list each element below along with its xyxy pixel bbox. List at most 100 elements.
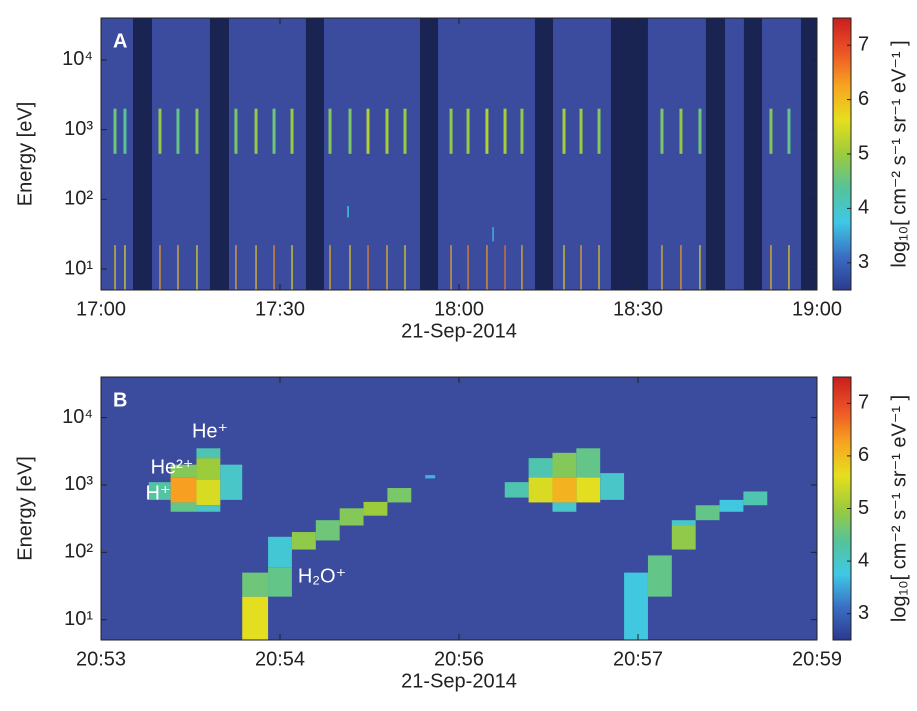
heatmap-cell — [671, 520, 696, 526]
heatmap-cell — [273, 245, 275, 290]
heatmap-cell — [485, 108, 489, 154]
y-axis-label: Energy [eV] — [14, 456, 36, 561]
colorbar-tick-label: 4 — [858, 197, 869, 219]
colorbar-tick-label: 4 — [858, 549, 869, 571]
heatmap-cell — [349, 245, 351, 290]
heatmap-cell — [576, 477, 601, 503]
x-axis-label: 21-Sep-2014 — [401, 320, 517, 342]
x-tick-label: 20:59 — [792, 648, 842, 670]
heatmap-cell — [598, 245, 600, 290]
x-axis-label: 21-Sep-2014 — [401, 670, 517, 692]
heatmap-cell — [580, 245, 582, 290]
x-tick-label: 19:00 — [792, 298, 842, 320]
heatmap-cell — [148, 482, 171, 500]
heatmap-cell — [521, 245, 523, 290]
x-tick-label: 18:30 — [613, 298, 663, 320]
heatmap-cell — [788, 245, 790, 290]
colorbar-tick-label: 3 — [858, 602, 869, 624]
heatmap-cell — [234, 108, 238, 154]
heatmap-cell — [528, 477, 553, 503]
heatmap-cell — [504, 482, 529, 498]
heatmap-cell — [770, 245, 772, 290]
heatmap-cell — [552, 477, 577, 503]
heatmap-cell — [291, 245, 293, 290]
heatmap-cell — [552, 502, 577, 512]
heatmap-cell — [660, 108, 664, 154]
heatmap-cell — [449, 108, 453, 154]
heatmap-cell — [719, 499, 744, 512]
heatmap-cell — [196, 505, 221, 512]
heatmap-cell — [647, 555, 672, 597]
heatmap-cell — [562, 108, 566, 154]
heatmap-cell — [743, 491, 768, 506]
heatmap-cell — [520, 108, 524, 154]
heatmap-cell — [339, 508, 364, 526]
y-axis-label: Energy [eV] — [14, 102, 36, 207]
heatmap-cell — [425, 475, 436, 479]
plot-area — [101, 18, 817, 290]
heatmap-cell — [680, 245, 682, 290]
heatmap-cell — [159, 245, 161, 290]
panel-letter: A — [113, 30, 127, 52]
heatmap-cell — [124, 245, 126, 290]
heatmap-cell — [290, 108, 294, 154]
heatmap-cell — [196, 458, 221, 480]
heatmap-cell — [113, 108, 117, 154]
y-tick-label: 10⁴ — [62, 48, 93, 70]
heatmap-cell — [220, 464, 243, 500]
heatmap-cell — [600, 473, 625, 500]
x-tick-label: 18:00 — [434, 298, 484, 320]
heatmap-cell — [177, 245, 179, 290]
heatmap-cell — [466, 108, 470, 154]
heatmap-cell — [196, 245, 198, 290]
heatmap-cell — [467, 245, 469, 290]
heatmap-cell — [404, 245, 406, 290]
heatmap-cell — [698, 108, 702, 154]
colorbar-tick-label: 7 — [858, 33, 869, 55]
heatmap-cell — [387, 488, 412, 503]
heatmap-cell — [661, 245, 663, 290]
heatmap-cell — [242, 596, 269, 640]
heatmap-cell — [367, 245, 369, 290]
x-tick-label: 20:53 — [76, 648, 126, 670]
heatmap-cell — [123, 108, 127, 154]
heatmap-cell — [315, 520, 340, 541]
y-tick-label: 10³ — [64, 473, 93, 495]
heatmap-cell — [347, 206, 349, 218]
y-tick-label: 10¹ — [64, 257, 93, 279]
heatmap-cell — [254, 108, 258, 154]
y-tick-label: 10⁴ — [62, 406, 93, 428]
heatmap-cell — [255, 245, 257, 290]
y-tick-label: 10² — [64, 541, 93, 563]
heatmap-cell — [170, 502, 197, 512]
heatmap-cell — [624, 572, 648, 640]
x-tick-label: 20:57 — [613, 648, 663, 670]
heatmap-cell — [528, 458, 553, 478]
x-tick-label: 20:56 — [434, 648, 484, 670]
heatmap-cell — [348, 108, 352, 154]
heatmap-cell — [579, 108, 583, 154]
heatmap-cell — [597, 108, 601, 154]
colorbar-label: log₁₀[ cm⁻² s⁻¹ sr⁻¹ eV⁻¹ ] — [888, 40, 910, 267]
colorbar-tick-label: 5 — [858, 142, 869, 164]
heatmap-cell — [366, 108, 370, 154]
heatmap-cell — [195, 108, 199, 154]
heatmap-cell — [576, 448, 601, 478]
colorbar-tick-label: 3 — [858, 251, 869, 273]
heatmap-cell — [671, 525, 696, 550]
heatmap-cell — [450, 245, 452, 290]
data-gap — [800, 18, 817, 290]
data-gap — [705, 18, 726, 290]
colorbar-label: log₁₀[ cm⁻² s⁻¹ sr⁻¹ eV⁻¹ ] — [888, 395, 910, 622]
heatmap-cell — [363, 501, 388, 516]
heatmap-cell — [291, 532, 316, 550]
x-tick-label: 17:30 — [255, 298, 305, 320]
heatmap-cell — [235, 245, 237, 290]
colorbar-tick-label: 5 — [858, 497, 869, 519]
data-gap — [305, 18, 324, 290]
heatmap-cell — [769, 108, 773, 154]
heatmap-cell — [196, 479, 221, 506]
annotation: H⁺ — [146, 482, 171, 504]
annotation: He⁺ — [192, 420, 228, 442]
